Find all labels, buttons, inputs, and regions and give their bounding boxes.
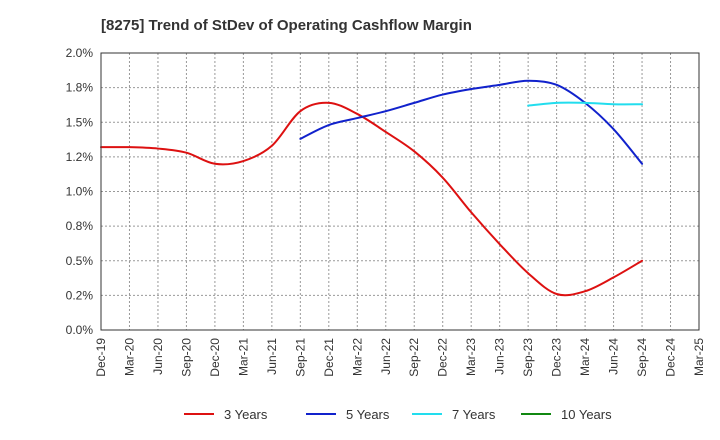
- y-tick-label: 1.5%: [66, 115, 94, 129]
- chart-title: [8275] Trend of StDev of Operating Cashf…: [101, 17, 472, 34]
- y-tick-label: 0.8%: [66, 219, 94, 233]
- y-axis-ticks: 0.0% 0.2% 0.5% 0.8% 1.0% 1.2% 1.5% 1.8% 2.0%: [66, 46, 94, 337]
- x-tick-label: Dec-19: [94, 338, 108, 377]
- y-tick-label: 2.0%: [66, 46, 94, 60]
- series-line-3-years: [100, 101, 644, 297]
- x-tick-label: Jun-23: [493, 338, 507, 375]
- x-tick-label: Jun-22: [379, 338, 393, 375]
- x-tick-label: Mar-24: [578, 338, 592, 376]
- y-tick-label: 0.0%: [66, 323, 94, 337]
- y-tick-label: 1.0%: [66, 185, 94, 199]
- x-tick-label: Sep-20: [179, 338, 193, 377]
- x-tick-label: Jun-20: [151, 338, 165, 375]
- plot-frame: [100, 52, 700, 331]
- x-tick-label: Mar-23: [464, 338, 478, 376]
- series-line-7-years: [527, 101, 644, 107]
- series-lines: [100, 79, 644, 297]
- legend-label-5-years: 5 Years: [346, 407, 390, 422]
- y-tick-label: 1.2%: [66, 150, 94, 164]
- legend-label-7-years: 7 Years: [452, 407, 496, 422]
- x-tick-label: Sep-23: [521, 338, 535, 377]
- x-tick-label: Sep-22: [407, 338, 421, 377]
- y-tick-label: 1.8%: [66, 81, 94, 95]
- legend-label-3-years: 3 Years: [224, 407, 268, 422]
- x-tick-label: Dec-20: [208, 338, 222, 377]
- x-axis-ticks: Dec-19 Mar-20 Jun-20 Sep-20 Dec-20 Mar-21 Jun-…: [94, 338, 706, 377]
- legend: 3 Years 5 Years 7 Years 10 Years: [184, 407, 612, 422]
- x-tick-label: Dec-24: [664, 338, 678, 377]
- x-tick-label: Dec-21: [322, 338, 336, 377]
- y-tick-label: 0.2%: [66, 288, 94, 302]
- plot-area: [101, 53, 699, 330]
- x-tick-label: Mar-20: [122, 338, 136, 376]
- x-tick-label: Mar-21: [236, 338, 250, 376]
- x-tick-label: Dec-22: [436, 338, 450, 377]
- x-tick-label: Jun-21: [265, 338, 279, 375]
- x-tick-label: Mar-22: [350, 338, 364, 376]
- y-tick-label: 0.5%: [66, 254, 94, 268]
- x-tick-label: Sep-24: [635, 338, 649, 377]
- legend-label-10-years: 10 Years: [561, 407, 612, 422]
- x-tick-label: Mar-25: [692, 338, 706, 376]
- x-tick-label: Sep-21: [293, 338, 307, 377]
- x-tick-label: Jun-24: [607, 338, 621, 375]
- x-tick-label: Dec-23: [550, 338, 564, 377]
